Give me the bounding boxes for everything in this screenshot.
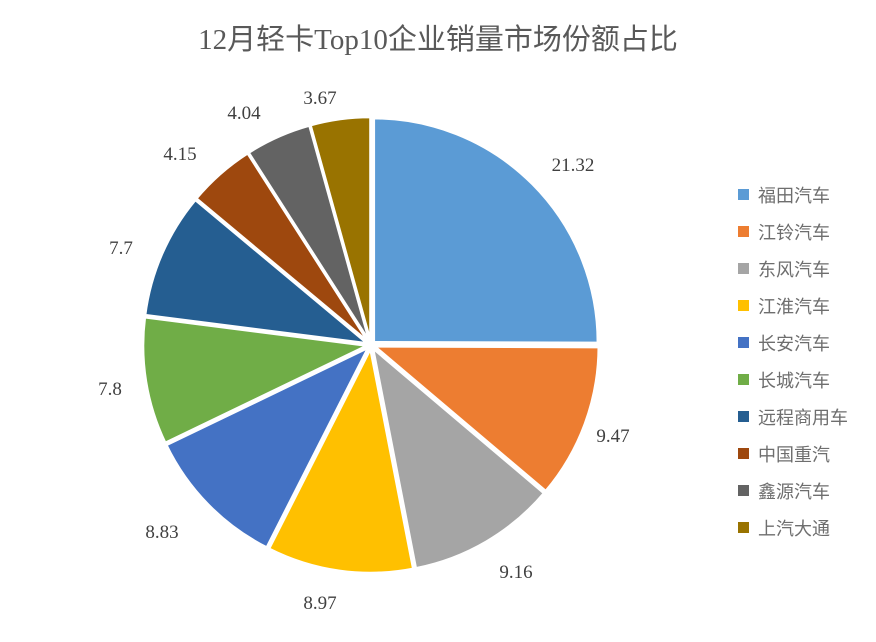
data-label: 7.8 — [98, 379, 122, 400]
legend-item-label: 江淮汽车 — [758, 296, 830, 317]
data-label: 8.83 — [145, 522, 179, 543]
pie-slice[interactable] — [308, 115, 372, 342]
legend-swatch-icon — [738, 411, 749, 422]
legend-item-label: 鑫源汽车 — [758, 481, 830, 502]
data-label: 9.16 — [499, 562, 533, 583]
page-title: 12月轻卡Top10企业销量市场份额占比 — [198, 24, 678, 56]
chart-legend: 福田汽车江铃汽车东风汽车江淮汽车长安汽车长城汽车远程商用车中国重汽鑫源汽车上汽大… — [738, 176, 848, 546]
legend-item-label: 上汽大通 — [758, 518, 830, 539]
legend-item[interactable]: 上汽大通 — [738, 509, 848, 546]
legend-item[interactable]: 东风汽车 — [738, 250, 848, 287]
legend-item-label: 远程商用车 — [758, 407, 848, 428]
pie-slices-group — [141, 115, 601, 575]
pie-slice[interactable] — [164, 345, 371, 550]
legend-item[interactable]: 长安汽车 — [738, 324, 848, 361]
legend-item[interactable]: 鑫源汽车 — [738, 472, 848, 509]
data-label: 21.32 — [551, 155, 595, 176]
legend-swatch-icon — [738, 189, 749, 200]
legend-item-label: 中国重汽 — [758, 444, 830, 465]
legend-item-label: 长安汽车 — [758, 333, 830, 354]
legend-item[interactable]: 江铃汽车 — [738, 213, 848, 250]
data-label: 9.47 — [596, 426, 630, 447]
legend-item-label: 长城汽车 — [758, 370, 830, 391]
pie-slice[interactable] — [371, 345, 601, 493]
legend-item[interactable]: 福田汽车 — [738, 176, 848, 213]
pie-slice[interactable] — [371, 345, 546, 570]
legend-item-label: 东风汽车 — [758, 259, 830, 280]
legend-item[interactable]: 中国重汽 — [738, 435, 848, 472]
data-label: 4.04 — [227, 103, 261, 124]
legend-item-label: 福田汽车 — [758, 185, 830, 206]
pie-slice[interactable] — [267, 345, 415, 575]
legend-swatch-icon — [738, 226, 749, 237]
legend-swatch-icon — [738, 374, 749, 385]
legend-swatch-icon — [738, 337, 749, 348]
data-label: 4.15 — [163, 144, 197, 165]
legend-swatch-icon — [738, 448, 749, 459]
pie-slice[interactable] — [143, 198, 372, 346]
legend-item[interactable]: 长城汽车 — [738, 361, 848, 398]
legend-swatch-icon — [738, 263, 749, 274]
legend-swatch-icon — [738, 300, 749, 311]
legend-item[interactable]: 江淮汽车 — [738, 287, 848, 324]
data-label: 8.97 — [303, 593, 337, 614]
legend-swatch-icon — [738, 485, 749, 496]
pie-slice[interactable] — [141, 315, 372, 445]
legend-item-label: 江铃汽车 — [758, 222, 830, 243]
legend-item[interactable]: 远程商用车 — [738, 398, 848, 435]
data-label: 3.67 — [303, 88, 337, 109]
legend-swatch-icon — [738, 522, 749, 533]
pie-slice[interactable] — [372, 116, 600, 345]
data-label: 7.7 — [109, 238, 133, 259]
